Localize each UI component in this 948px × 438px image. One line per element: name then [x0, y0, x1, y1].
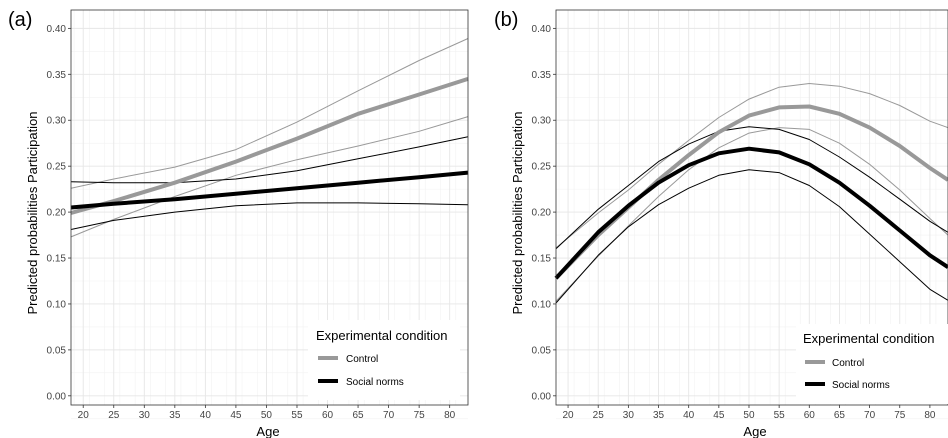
ci-lower-social-norms-b	[555, 169, 948, 304]
x-tick-label-a: 45	[230, 410, 242, 421]
ci-lower-control-a	[70, 116, 469, 238]
series-line-control-a	[70, 76, 469, 215]
x-tick-label-b: 35	[653, 410, 665, 421]
legend-title-b: Experimental condition	[803, 331, 935, 346]
x-tick-label-a: 65	[352, 410, 364, 421]
series-line-social-norms-b	[554, 146, 948, 280]
y-tick-label-a: 0.05	[47, 345, 67, 356]
x-tick-label-a: 25	[108, 410, 120, 421]
panel-b: (b) 20 25 30 35 40 45 50 55 60 65 70 75 80 0.00 0.05 0.…	[494, 9, 948, 438]
panel-a: (a) 20 25 30 35 40 45 50 55 60 65 70 75 80 0.00 0.05 0.…	[8, 9, 469, 438]
y-tick-label-b: 0.05	[532, 345, 552, 356]
panel-border-a	[70, 9, 469, 406]
x-tick-label-a: 50	[261, 410, 273, 421]
y-tick-label-a: 0.30	[47, 116, 67, 127]
panel-tag-b: (b)	[494, 9, 518, 31]
legend-title-a: Experimental condition	[316, 328, 448, 343]
y-tick-label-b: 0.20	[532, 208, 552, 219]
ci-lower-social-norms-a	[70, 202, 469, 230]
x-tick-label-a: 35	[169, 410, 181, 421]
x-tick-label-a: 30	[139, 410, 151, 421]
legend-a: Experimental condition Control Social no…	[308, 320, 460, 400]
legend-label-control-b: Control	[832, 358, 864, 369]
y-tick-label-b: 0.35	[532, 70, 552, 81]
y-tick-label-a: 0.10	[47, 299, 67, 310]
legend-b: Experimental condition Control Social no…	[796, 324, 948, 404]
legend-label-social-norms-b: Social norms	[832, 380, 890, 391]
x-tick-label-b: 50	[743, 410, 755, 421]
y-tick-label-b: 0.40	[532, 24, 552, 35]
x-tick-label-b: 65	[834, 410, 846, 421]
y-tick-label-b: 0.15	[532, 254, 552, 265]
x-tick-label-a: 80	[444, 410, 456, 421]
x-tick-label-b: 20	[562, 410, 574, 421]
x-tick-label-a: 75	[414, 410, 426, 421]
x-tick-label-b: 40	[683, 410, 695, 421]
y-tick-label-a: 0.40	[47, 24, 67, 35]
y-tick-label-b: 0.30	[532, 116, 552, 127]
x-tick-label-b: 30	[623, 410, 635, 421]
y-tick-label-a: 0.20	[47, 208, 67, 219]
x-axis-title-b: Age	[743, 424, 766, 438]
ci-upper-control-b	[555, 83, 948, 249]
y-tick-label-b: 0.00	[532, 391, 552, 402]
x-tick-label-a: 70	[383, 410, 395, 421]
x-tick-label-b: 55	[774, 410, 786, 421]
y-axis-title-b: Predicted probabilities Participation	[510, 111, 525, 314]
ci-upper-social-norms-b	[555, 126, 948, 250]
panel-border-b	[555, 9, 948, 406]
series-line-social-norms-a	[70, 170, 469, 210]
ci-upper-social-norms-a	[70, 136, 469, 184]
y-tick-label-a: 0.15	[47, 254, 67, 265]
y-axis-title-a: Predicted probabilities Participation	[25, 111, 40, 314]
y-tick-label-b: 0.25	[532, 162, 552, 173]
x-tick-label-b: 25	[593, 410, 605, 421]
legend-label-social-norms-a: Social norms	[346, 377, 404, 388]
x-tick-label-a: 55	[291, 410, 303, 421]
y-tick-label-a: 0.25	[47, 162, 67, 173]
x-tick-label-b: 75	[894, 410, 906, 421]
x-tick-label-b: 70	[864, 410, 876, 421]
x-axis-title-a: Age	[256, 424, 279, 438]
y-tick-label-b: 0.10	[532, 299, 552, 310]
y-tick-label-a: 0.00	[47, 391, 67, 402]
ci-lower-control-b	[555, 127, 948, 302]
x-tick-label-b: 60	[804, 410, 816, 421]
y-tick-label-a: 0.35	[47, 70, 67, 81]
x-tick-label-b: 45	[713, 410, 725, 421]
panel-tag-a: (a)	[8, 9, 32, 31]
x-tick-label-b: 80	[924, 410, 936, 421]
legend-label-control-a: Control	[346, 354, 378, 365]
ci-upper-control-a	[70, 38, 469, 189]
x-tick-label-a: 60	[322, 410, 334, 421]
x-tick-label-a: 40	[200, 410, 212, 421]
x-tick-label-a: 20	[78, 410, 90, 421]
